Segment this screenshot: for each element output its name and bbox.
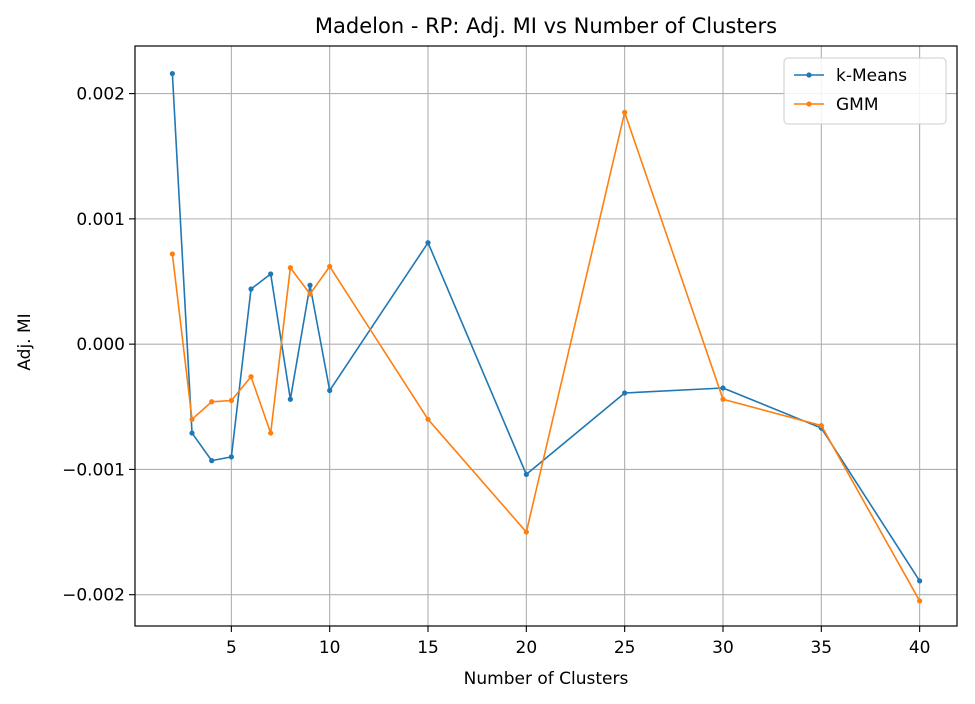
- x-axis-label: Number of Clusters: [464, 669, 629, 689]
- x-tick-label: 5: [226, 638, 237, 658]
- data-point-k-means: [622, 390, 628, 396]
- x-tick-label: 15: [417, 638, 439, 658]
- grid: [135, 46, 957, 626]
- y-tick-label: −0.001: [62, 460, 125, 480]
- data-point-gmm: [209, 399, 215, 405]
- data-point-k-means: [189, 430, 195, 436]
- y-tick-label: 0.000: [76, 335, 125, 355]
- plot-frame: [134, 45, 958, 627]
- x-tick-label: 35: [810, 638, 832, 658]
- legend: k-Means GMM: [783, 57, 947, 125]
- data-point-gmm: [307, 291, 313, 297]
- legend-label-gmm: GMM: [836, 95, 879, 115]
- x-tick-label: 10: [319, 638, 341, 658]
- data-point-gmm: [248, 374, 254, 380]
- x-tick-label: 40: [909, 638, 931, 658]
- data-point-gmm: [622, 109, 628, 115]
- legend-label-k-means: k-Means: [836, 66, 907, 86]
- data-point-k-means: [307, 282, 313, 288]
- data-point-k-means: [287, 396, 293, 402]
- data-point-gmm: [523, 529, 529, 535]
- chart-title: Madelon - RP: Adj. MI vs Number of Clust…: [315, 14, 777, 38]
- series-gmm: [169, 109, 923, 604]
- data-point-k-means: [169, 70, 175, 77]
- x-tick-label: 20: [516, 638, 538, 658]
- y-tick-label: 0.001: [76, 210, 125, 230]
- data-point-k-means: [917, 578, 923, 584]
- data-point-gmm: [287, 265, 293, 271]
- y-tick-label: 0.002: [76, 85, 125, 105]
- series-k-means: [169, 70, 923, 584]
- data-point-gmm: [720, 396, 726, 402]
- data-point-k-means: [327, 387, 333, 394]
- data-point-k-means: [209, 458, 215, 464]
- data-point-k-means: [425, 240, 431, 246]
- data-point-gmm: [268, 430, 274, 436]
- data-point-k-means: [248, 286, 254, 292]
- data-point-k-means: [268, 271, 274, 277]
- data-point-gmm: [917, 598, 923, 604]
- data-point-gmm: [425, 416, 431, 422]
- data-point-gmm: [169, 251, 175, 257]
- y-axis-label: Adj. MI: [15, 313, 35, 370]
- legend-marker-k-means: [806, 72, 812, 78]
- data-point-k-means: [720, 385, 726, 391]
- series-layer: [169, 70, 923, 604]
- data-point-gmm: [189, 416, 195, 422]
- ticks: 5 10 15 20 25 30 35 40 −0.002 −0.001 0.000 0.001 0.0…: [62, 85, 930, 658]
- x-tick-label: 30: [712, 638, 734, 658]
- legend-marker-gmm: [806, 101, 812, 107]
- legend-box: [783, 57, 947, 125]
- y-tick-label: −0.002: [62, 586, 125, 606]
- data-point-k-means: [228, 454, 234, 460]
- series-line-k-means: [171, 73, 921, 582]
- data-point-gmm: [327, 263, 333, 270]
- data-point-gmm: [818, 422, 824, 429]
- data-point-gmm: [228, 397, 234, 404]
- x-tick-label: 25: [614, 638, 636, 658]
- data-point-k-means: [523, 471, 529, 478]
